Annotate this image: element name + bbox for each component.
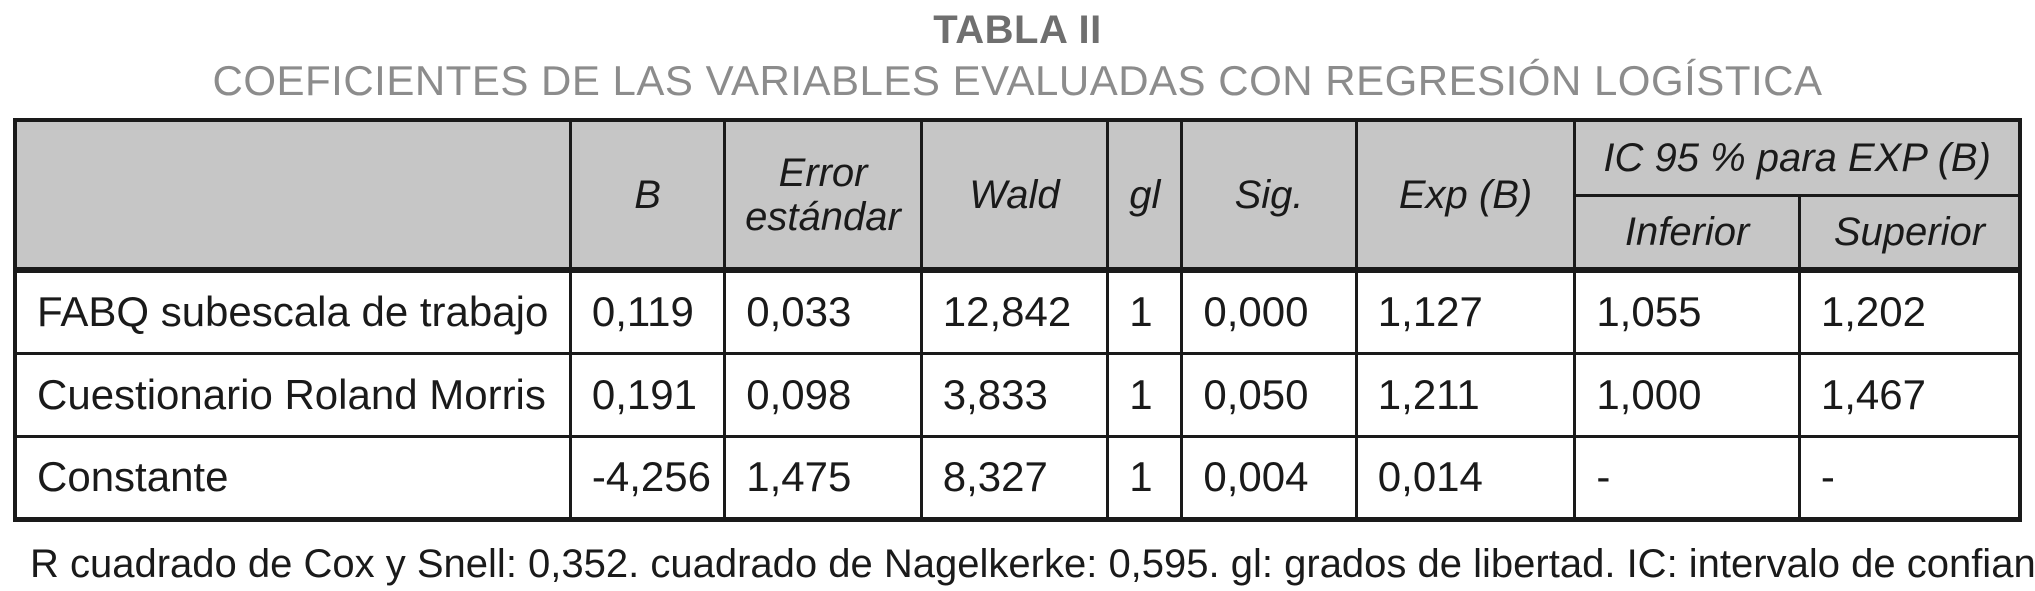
- cell: 1,127: [1354, 267, 1577, 355]
- cell: 0,004: [1180, 434, 1358, 522]
- row-label: Cuestionario Roland Morris: [13, 351, 572, 438]
- header-inferior: Inferior: [1573, 193, 1801, 272]
- cell: 3,833: [919, 351, 1110, 438]
- table-title: TABLA II: [933, 8, 1102, 52]
- header-exp-b: Exp (B): [1354, 118, 1577, 272]
- header-row-top: B Error estándar Wald gl Sig. Exp (B) IC…: [13, 118, 2022, 272]
- table-header: B Error estándar Wald gl Sig. Exp (B) IC…: [13, 118, 2022, 272]
- cell: 0,014: [1354, 434, 1577, 522]
- table-body: FABQ subescala de trabajo 0,119 0,033 12,84…: [13, 267, 2022, 522]
- cell: 1,055: [1573, 267, 1801, 355]
- cell: 0,191: [568, 351, 727, 438]
- cell: 8,327: [919, 434, 1110, 522]
- header-row-sub: Inferior Superior: [15, 193, 2022, 272]
- cell: -: [1573, 434, 1801, 522]
- cell: 1,467: [1797, 351, 2022, 438]
- header-superior: Superior: [1797, 193, 2022, 272]
- header-ic-group: IC 95 % para EXP (B): [1573, 118, 2022, 197]
- table-subtitle: COEFICIENTES DE LAS VARIABLES EVALUADAS …: [212, 57, 1823, 104]
- table-row: Cuestionario Roland Morris 0,191 0,098 3,83…: [13, 351, 2022, 438]
- cell: 1: [1106, 267, 1184, 355]
- table-row: Constante -4,256 1,475 8,327 1 0,004 0,014- -: [13, 434, 2022, 522]
- header-sig: Sig.: [1180, 118, 1358, 272]
- cell: 1: [1106, 351, 1184, 438]
- cell: -: [1797, 434, 2022, 522]
- cell: 1,211: [1354, 351, 1577, 438]
- cell: 0,098: [723, 351, 923, 438]
- header-gl: gl: [1106, 118, 1184, 272]
- cell: 1: [1106, 434, 1184, 522]
- cell: 0,000: [1180, 267, 1358, 355]
- cell: 12,842: [919, 267, 1110, 355]
- row-label: Constante: [13, 434, 572, 522]
- header-corner: [13, 118, 572, 272]
- table-row: FABQ subescala de trabajo 0,119 0,033 12,84…: [13, 267, 2022, 355]
- cell: 1,000: [1573, 351, 1801, 438]
- cell: 0,119: [568, 267, 727, 355]
- cell: 0,050: [1180, 351, 1358, 438]
- table-footnote: R cuadrado de Cox y Snell: 0,352. cuadra…: [30, 541, 2035, 586]
- cell: 1,202: [1797, 267, 2022, 355]
- cell: 0,033: [723, 267, 923, 355]
- cell: 1,475: [723, 434, 923, 522]
- header-std-error: Error estándar: [723, 118, 923, 272]
- header-wald: Wald: [919, 118, 1110, 272]
- logistic-regression-table: B Error estándar Wald gl Sig. Exp (B) IC…: [13, 118, 2022, 522]
- cell: -4,256: [568, 434, 727, 522]
- header-b: B: [568, 118, 727, 272]
- row-label: FABQ subescala de trabajo: [13, 267, 572, 355]
